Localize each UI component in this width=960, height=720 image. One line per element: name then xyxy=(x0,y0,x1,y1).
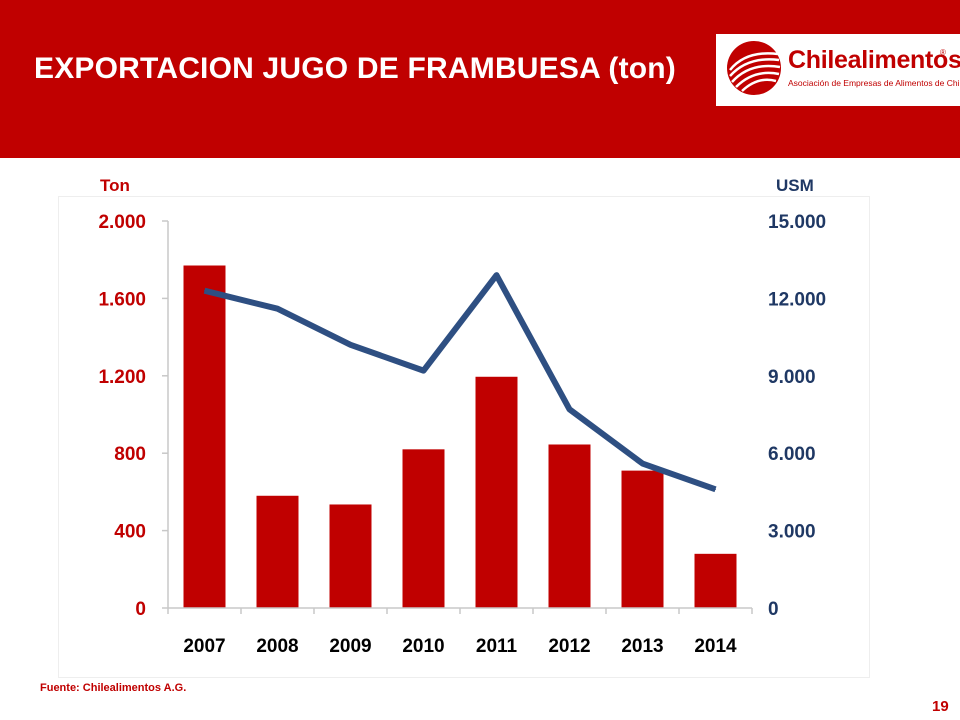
x-tick-label: 2013 xyxy=(621,636,663,657)
labels-layer: 0 400 800 1.200 1.600 2.000 0 3.000 6.000 9.000 12… xyxy=(98,212,826,657)
line-point-2010 xyxy=(423,370,424,372)
x-tick-label: 2008 xyxy=(256,636,298,657)
line-point-2011 xyxy=(496,274,497,276)
line-point-2008 xyxy=(277,308,278,310)
chilealimentos-logo: Chilealimentos ® Asociación de Empresas … xyxy=(716,34,960,106)
x-tick-label: 2011 xyxy=(476,636,518,657)
x-tick-label: 2014 xyxy=(694,636,737,657)
line-point-2013 xyxy=(642,463,643,465)
x-tick-label: 2007 xyxy=(183,636,225,657)
line-point-2007 xyxy=(204,290,205,292)
line-point-2014 xyxy=(715,488,716,490)
logo-tagline: Asociación de Empresas de Alimentos de C… xyxy=(788,78,960,88)
line-point-2012 xyxy=(569,408,570,410)
bar-2013 xyxy=(621,470,664,608)
page-number: 19 xyxy=(932,698,949,715)
right-axis-title: USM xyxy=(776,176,814,195)
x-tick-label: 2012 xyxy=(548,636,590,657)
source-note: Fuente: Chilealimentos A.G. xyxy=(40,682,187,694)
bar-2010 xyxy=(402,449,445,608)
usm-line-series xyxy=(203,272,717,493)
left-tick-label: 1.600 xyxy=(98,289,146,310)
left-tick-label: 2.000 xyxy=(98,212,146,233)
slide-title: EXPORTACION JUGO DE FRAMBUESA (ton) xyxy=(34,52,676,85)
bars-layer xyxy=(183,265,737,608)
logo-globe-icon xyxy=(727,41,781,95)
left-tick-label: 1.200 xyxy=(98,367,146,388)
bar-2014 xyxy=(694,553,737,608)
left-tick-label: 400 xyxy=(114,522,146,543)
right-tick-label: 6.000 xyxy=(768,444,816,465)
x-tick-label: 2009 xyxy=(329,636,371,657)
right-tick-label: 12.000 xyxy=(768,289,826,310)
logo-registered-mark: ® xyxy=(940,48,946,57)
x-tick-label: 2010 xyxy=(402,636,444,657)
right-tick-label: 0 xyxy=(768,599,779,620)
bar-2011 xyxy=(475,376,518,608)
right-tick-label: 15.000 xyxy=(768,212,826,233)
left-tick-label: 0 xyxy=(135,599,146,620)
bar-2012 xyxy=(548,444,591,608)
bar-2007 xyxy=(183,265,226,608)
line-point-2009 xyxy=(350,344,351,346)
line-layer xyxy=(203,272,717,493)
axes-layer xyxy=(162,220,753,614)
bar-2009 xyxy=(329,504,372,608)
bar-2008 xyxy=(256,495,299,608)
left-axis-title: Ton xyxy=(100,176,130,195)
right-tick-label: 9.000 xyxy=(768,367,816,388)
left-tick-label: 800 xyxy=(114,444,146,465)
right-tick-label: 3.000 xyxy=(768,522,816,543)
logo-name: Chilealimentos xyxy=(788,46,960,74)
